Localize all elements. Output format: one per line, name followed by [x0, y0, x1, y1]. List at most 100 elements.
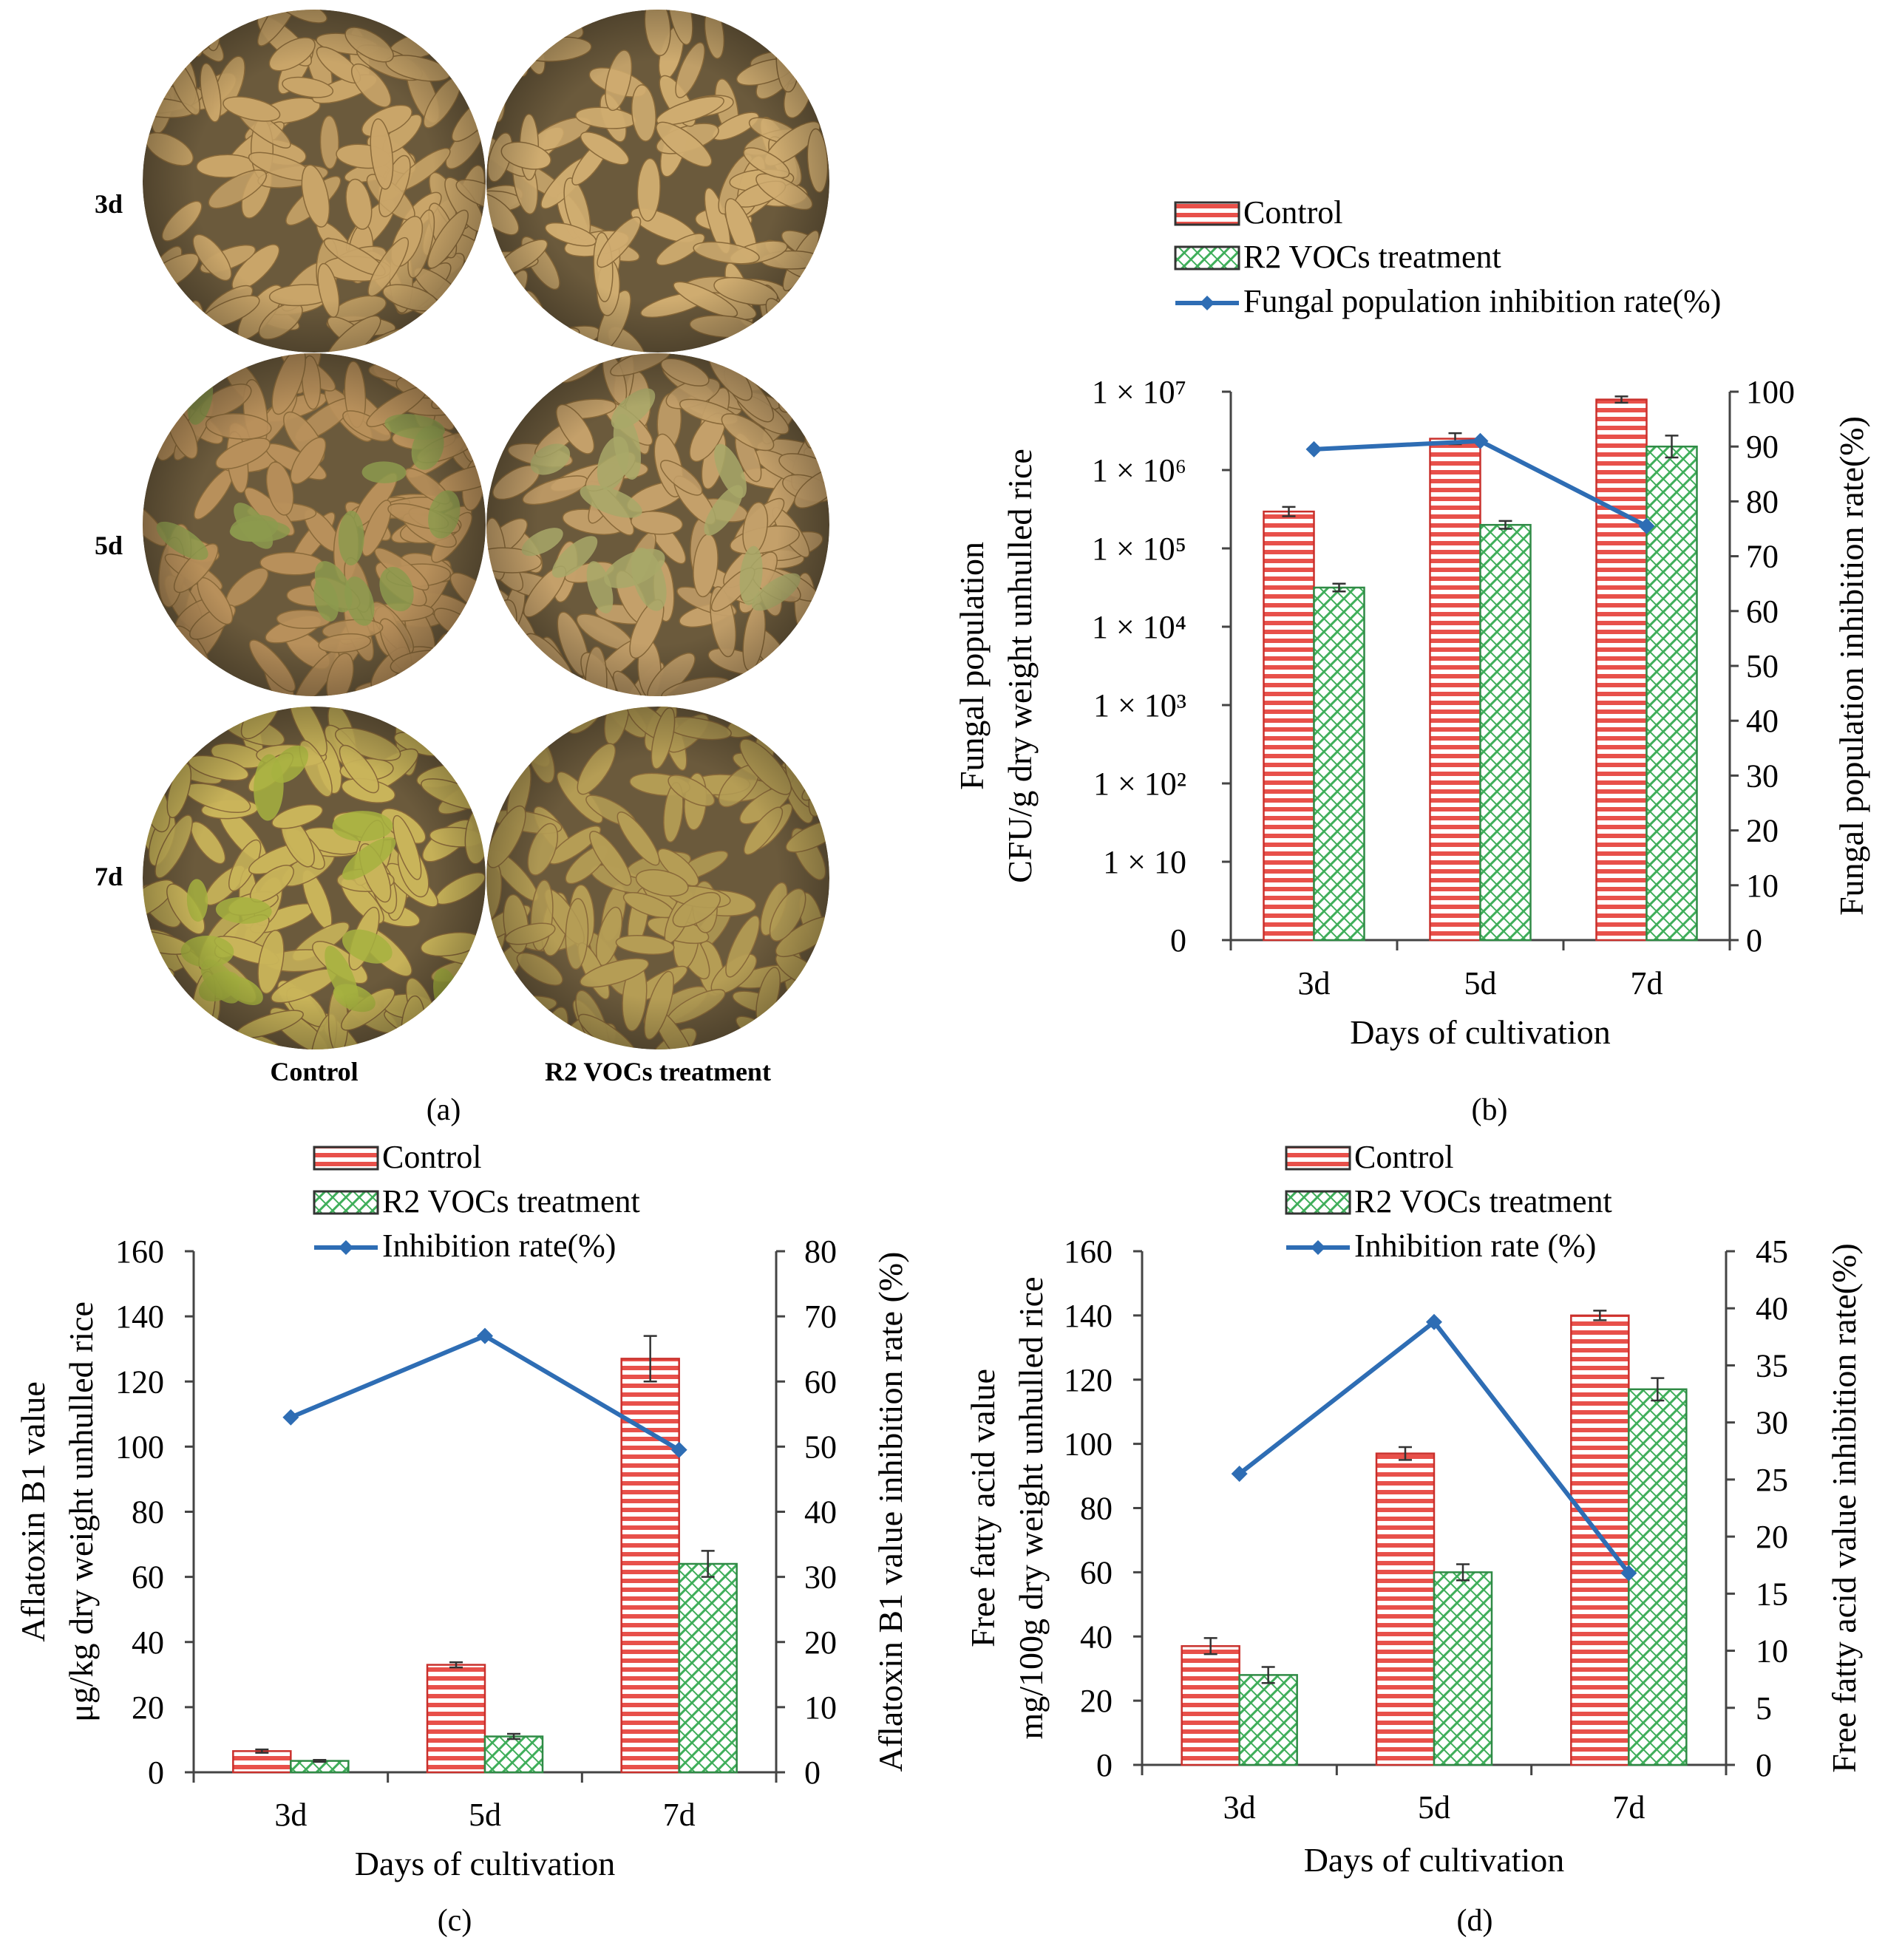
y2-tick-label: 25	[1756, 1462, 1788, 1498]
rice-grain	[415, 712, 473, 736]
rice-grain	[486, 298, 536, 336]
bar-control-3d	[1181, 1645, 1240, 1766]
y2-tick-label: 40	[1746, 703, 1779, 739]
rice-grain	[806, 18, 829, 78]
x-tick-label: 7d	[663, 1797, 696, 1833]
y-tick-label: 100	[1064, 1426, 1113, 1463]
x-tick-label: 3d	[274, 1797, 307, 1833]
photo-content	[143, 353, 486, 696]
y2-tick-label: 70	[804, 1299, 837, 1335]
rice-grain	[430, 707, 461, 730]
x-tick-label: 3d	[1298, 965, 1331, 1001]
rice-grain	[764, 10, 815, 44]
y-tick-label: 1 × 10²	[1093, 766, 1186, 802]
rice-grain	[486, 605, 509, 655]
photo-vignette	[486, 353, 829, 696]
rice-grain	[156, 353, 204, 381]
rice-grain	[486, 970, 498, 1025]
rice-grain	[446, 16, 486, 52]
y-axis-title-line2: μg/kg dry weight unhulled rice	[62, 1301, 100, 1722]
rice-photo-3d-treatment	[486, 10, 829, 353]
y2-tick-label: 100	[1746, 374, 1795, 410]
x-tick-label: 5d	[469, 1797, 501, 1833]
bar-treatment-3d	[1313, 586, 1365, 942]
panel-label-b: (b)	[1472, 1093, 1508, 1127]
bar-control-3d	[232, 1750, 292, 1774]
y2-tick-label: 5	[1756, 1690, 1772, 1726]
chart-d: 0 20 40 60 80 100 120 140 160 0 5 10 15 20 25 30 35 40 45 3…	[964, 1139, 1863, 1938]
y2-tick-label: 20	[804, 1624, 837, 1661]
y-tick-label: 60	[1080, 1554, 1113, 1590]
y2-tick-label: 80	[1746, 483, 1779, 520]
rice-photo-5d-treatment	[486, 353, 829, 696]
row-label-3d: 3d	[95, 189, 123, 219]
y-tick-label: 160	[115, 1233, 164, 1270]
y2-axis-title: Aflatoxin B1 value inhibition rate (%)	[872, 1252, 909, 1772]
legend-label-control: Control	[382, 1139, 481, 1175]
bar-treatment-7d	[678, 1562, 738, 1774]
y-tick-label: 20	[132, 1690, 164, 1726]
rice-grain	[797, 1021, 829, 1049]
rice-grain	[795, 69, 829, 89]
y2-tick-label: 30	[1756, 1405, 1788, 1441]
rice-grain	[486, 992, 509, 1049]
photo-vignette	[486, 10, 829, 353]
inhibition-rate-point	[1472, 432, 1489, 449]
inhibition-rate-point	[1231, 1466, 1248, 1483]
rice-photo-7d-treatment	[486, 707, 829, 1049]
inhibition-rate-point	[282, 1409, 299, 1426]
x-axis-title: Days of cultivation	[1304, 1841, 1565, 1879]
rice-grain	[500, 10, 530, 78]
legend-label-line: Fungal population inhibition rate(%)	[1243, 283, 1721, 319]
legend-swatch-control	[313, 1146, 379, 1171]
rice-grain	[471, 10, 486, 64]
y-tick-label: 140	[1064, 1298, 1113, 1334]
bar-treatment-5d	[483, 1735, 544, 1774]
y-tick-label: 40	[132, 1624, 164, 1661]
rice-grain	[469, 635, 486, 696]
bar-control-7d	[1595, 398, 1648, 942]
y-tick-label: 1 × 10³	[1093, 687, 1186, 724]
y2-tick-label: 10	[804, 1690, 837, 1726]
legend-label-line: Inhibition rate(%)	[382, 1228, 616, 1264]
y-tick-label: 1 × 10⁶	[1092, 452, 1186, 489]
legend-label-control: Control	[1243, 194, 1342, 231]
rice-grain	[143, 302, 163, 349]
bar-control-5d	[1429, 438, 1481, 942]
rice-photo-5d-control	[143, 353, 486, 696]
rice-grain	[457, 707, 486, 743]
bar-control-5d	[1375, 1452, 1436, 1766]
rice-grain	[456, 10, 486, 38]
x-axis-title: Days of cultivation	[355, 1845, 616, 1882]
legend-swatch-treatment	[1285, 1190, 1351, 1215]
y-tick-label: 1 × 10	[1103, 844, 1186, 880]
photo-content	[143, 10, 486, 353]
x-axis-title: Days of cultivation	[1350, 1013, 1611, 1051]
col-label-treatment: R2 VOCs treatment	[545, 1057, 771, 1086]
inhibition-rate-point	[670, 1441, 687, 1458]
rice-grain	[165, 720, 186, 772]
y2-tick-label: 30	[804, 1559, 837, 1596]
row-label-5d: 5d	[95, 531, 123, 560]
photo-vignette	[143, 353, 486, 696]
y-tick-label: 80	[1080, 1491, 1113, 1527]
y2-tick-label: 50	[804, 1429, 837, 1465]
y-tick-label: 80	[132, 1494, 164, 1531]
y2-tick-label: 50	[1746, 648, 1779, 684]
legend-swatch-treatment	[1174, 245, 1240, 270]
y-tick-label: 0	[1170, 922, 1186, 959]
col-label-control: Control	[270, 1057, 358, 1086]
y2-tick-label: 30	[1746, 758, 1779, 794]
y-tick-label: 1 × 10⁵	[1092, 531, 1186, 567]
y-axis-title-line1: Fungal population	[953, 542, 991, 790]
rice-grain	[789, 289, 829, 324]
rice-grain	[486, 713, 506, 774]
y2-tick-label: 0	[804, 1755, 821, 1791]
rice-grain	[186, 10, 206, 58]
legend-swatch-treatment	[313, 1190, 379, 1215]
rice-grain	[486, 353, 508, 401]
x-tick-label: 7d	[1612, 1789, 1645, 1825]
bar-treatment-5d	[1479, 523, 1532, 942]
rice-grain	[781, 10, 829, 41]
y2-axis-title: Fungal population inhibition rate(%)	[1833, 416, 1870, 916]
